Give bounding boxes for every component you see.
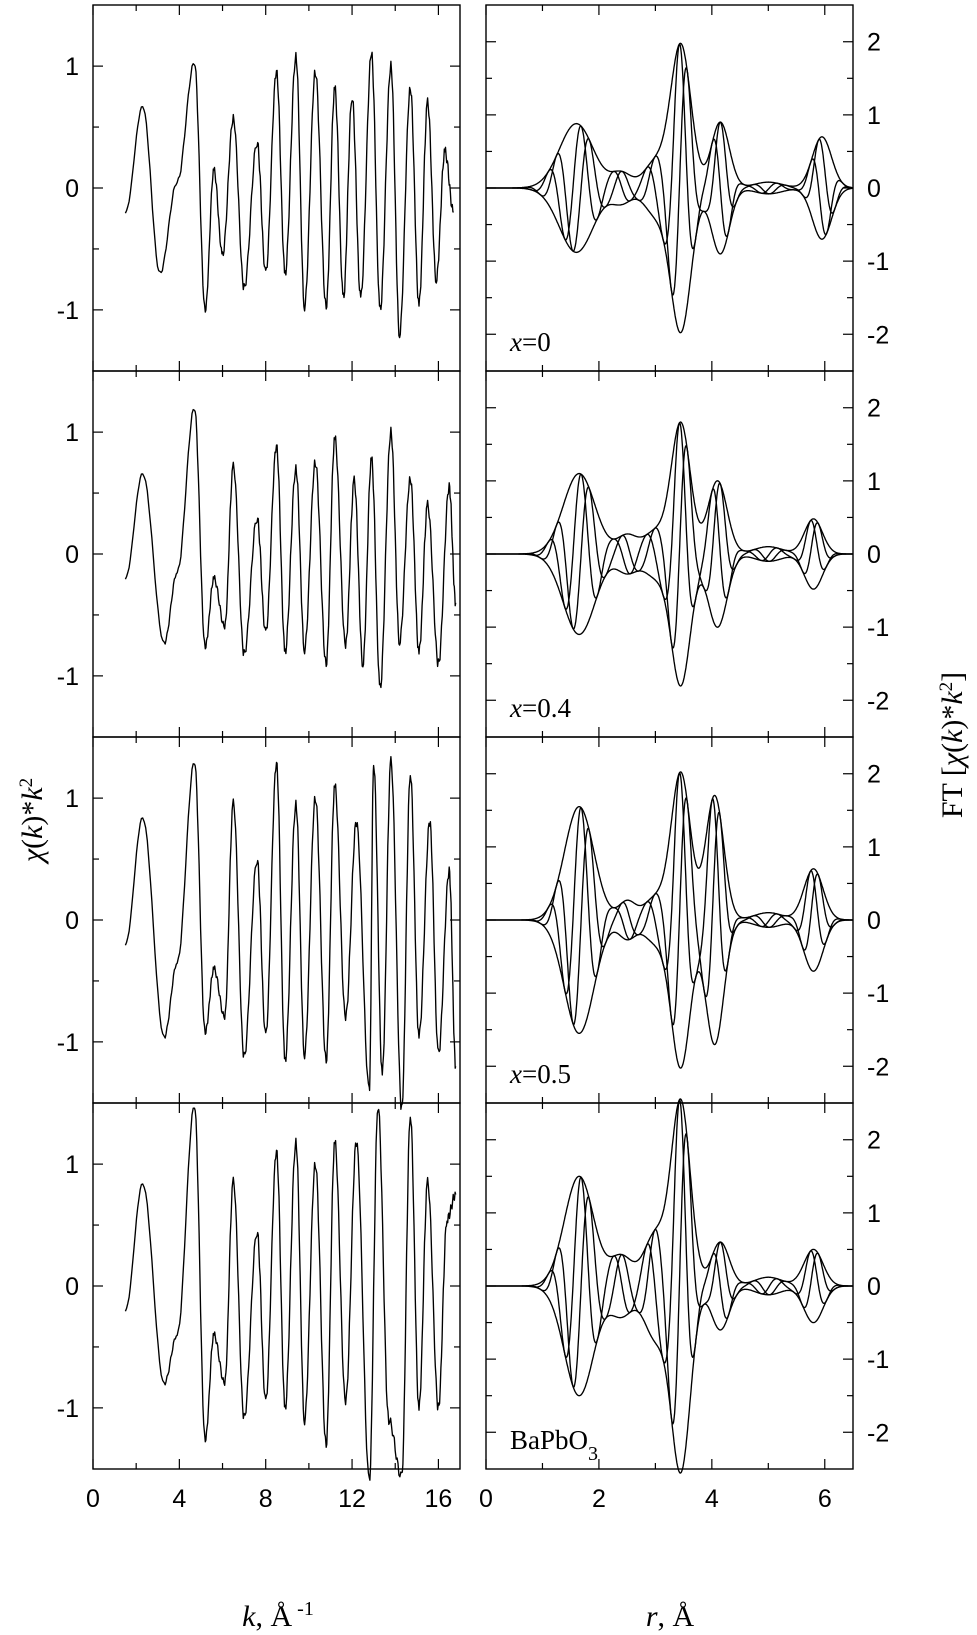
r-panel-frame-1 <box>485 4 854 372</box>
r-xtick-label: 6 <box>818 1485 832 1513</box>
panel-composition-label-3: x=0.5 <box>509 1059 571 1089</box>
r-panel-ytick-label: -1 <box>867 248 889 276</box>
k-panel-ytick-label: -1 <box>57 1395 79 1423</box>
ft-real-part-line-2 <box>485 422 854 610</box>
k-space-column: -1 0 1 -1 0 1 -1 0 1 -1 0 1 0 4 8 12 16 <box>57 5 460 1513</box>
r-xtick-label: 2 <box>592 1485 606 1513</box>
r-xtick-label: 0 <box>479 1485 493 1513</box>
k-xtick-label: 12 <box>338 1485 366 1513</box>
left-x-axis-label: k, Å -1 <box>242 1598 314 1633</box>
r-panel-ytick-label: -2 <box>867 1419 889 1447</box>
k-spectrum-line-2 <box>124 408 457 689</box>
r-panel-ytick-label: -1 <box>867 980 889 1008</box>
r-panel-ytick-label: 0 <box>867 175 881 203</box>
r-panel-ytick-label: -2 <box>867 687 889 715</box>
k-panel-frame-3 <box>92 736 461 1104</box>
ft-magnitude-line-3 <box>485 771 854 921</box>
r-panel-ytick-label: 2 <box>867 1127 881 1155</box>
r-panel-ytick-label: -2 <box>867 1053 889 1081</box>
r-panel-ytick-label: 1 <box>867 1200 881 1228</box>
k-panel-ytick-label: -1 <box>57 1029 79 1057</box>
ft-imaginary-part-line-1 <box>485 67 854 296</box>
k-xtick-label: 0 <box>86 1485 100 1513</box>
right-x-axis-label: r, Å <box>646 1600 695 1633</box>
k-panel-ytick-label: 0 <box>65 907 79 935</box>
r-panel-ytick-label: 1 <box>867 468 881 496</box>
k-panel-ytick-label: 1 <box>65 53 79 81</box>
k-panel-ytick-label: -1 <box>57 663 79 691</box>
r-space-column: -2 -1 0 1 2 x=0 -2 -1 0 1 2 x=0.4 -2 -1 0 1 2 x=0.5 -2 -1 0 1… <box>479 5 889 1513</box>
ft-imaginary-part-line-2 <box>485 445 854 649</box>
ft-magnitude-line-4 <box>485 1098 854 1287</box>
ft-magnitude-line-1 <box>485 42 854 189</box>
r-panel-ytick-label: 2 <box>867 395 881 423</box>
r-panel-ytick-label: -2 <box>867 321 889 349</box>
k-spectrum-line-4 <box>124 1107 457 1481</box>
k-spectrum-line-1 <box>124 51 455 339</box>
k-panel-ytick-label: 0 <box>65 541 79 569</box>
r-panel-ytick-label: -1 <box>867 614 889 642</box>
k-panel-ytick-label: 1 <box>65 785 79 813</box>
k-panel-ytick-label: 1 <box>65 419 79 447</box>
k-spectrum-line-3 <box>124 756 457 1110</box>
k-xtick-label: 8 <box>259 1485 273 1513</box>
r-panel-ytick-label: 1 <box>867 834 881 862</box>
r-panel-frame-4 <box>485 1102 854 1470</box>
k-panel-ytick-label: 0 <box>65 1273 79 1301</box>
k-panel-ytick-label: 1 <box>65 1151 79 1179</box>
ft-real-part-line-3 <box>485 772 854 995</box>
right-y-axis-label: FT [χ(k)*k2] <box>936 672 970 818</box>
k-panel-ytick-label: -1 <box>57 297 79 325</box>
r-panel-ytick-label: 1 <box>867 102 881 130</box>
r-panel-ytick-label: -1 <box>867 1346 889 1374</box>
k-xtick-label: 4 <box>172 1485 186 1513</box>
k-xtick-label: 16 <box>425 1485 453 1513</box>
k-panel-frame-4 <box>92 1102 461 1470</box>
k-panel-frame-1 <box>92 4 461 372</box>
r-xtick-label: 4 <box>705 1485 719 1513</box>
r-panel-ytick-label: 0 <box>867 1273 881 1301</box>
k-panel-ytick-label: 0 <box>65 175 79 203</box>
panel-composition-label-2: x=0.4 <box>509 693 571 723</box>
ft-imaginary-part-line-4 <box>485 1133 854 1425</box>
r-panel-ytick-label: 0 <box>867 907 881 935</box>
r-panel-ytick-label: 2 <box>867 29 881 57</box>
ft-imaginary-part-line-3 <box>485 797 854 1026</box>
panel-composition-label-1: x=0 <box>509 327 551 357</box>
r-panel-ytick-label: 2 <box>867 761 881 789</box>
ft-magnitude-line-2 <box>485 421 854 555</box>
ft-real-part-line-1 <box>485 43 854 250</box>
ft-real-part-line-4 <box>485 1099 854 1364</box>
panel-composition-label-4: BaPbO3 <box>510 1425 598 1465</box>
r-panel-ytick-label: 0 <box>867 541 881 569</box>
left-y-axis-label: χ(k)*k2 <box>16 778 50 865</box>
